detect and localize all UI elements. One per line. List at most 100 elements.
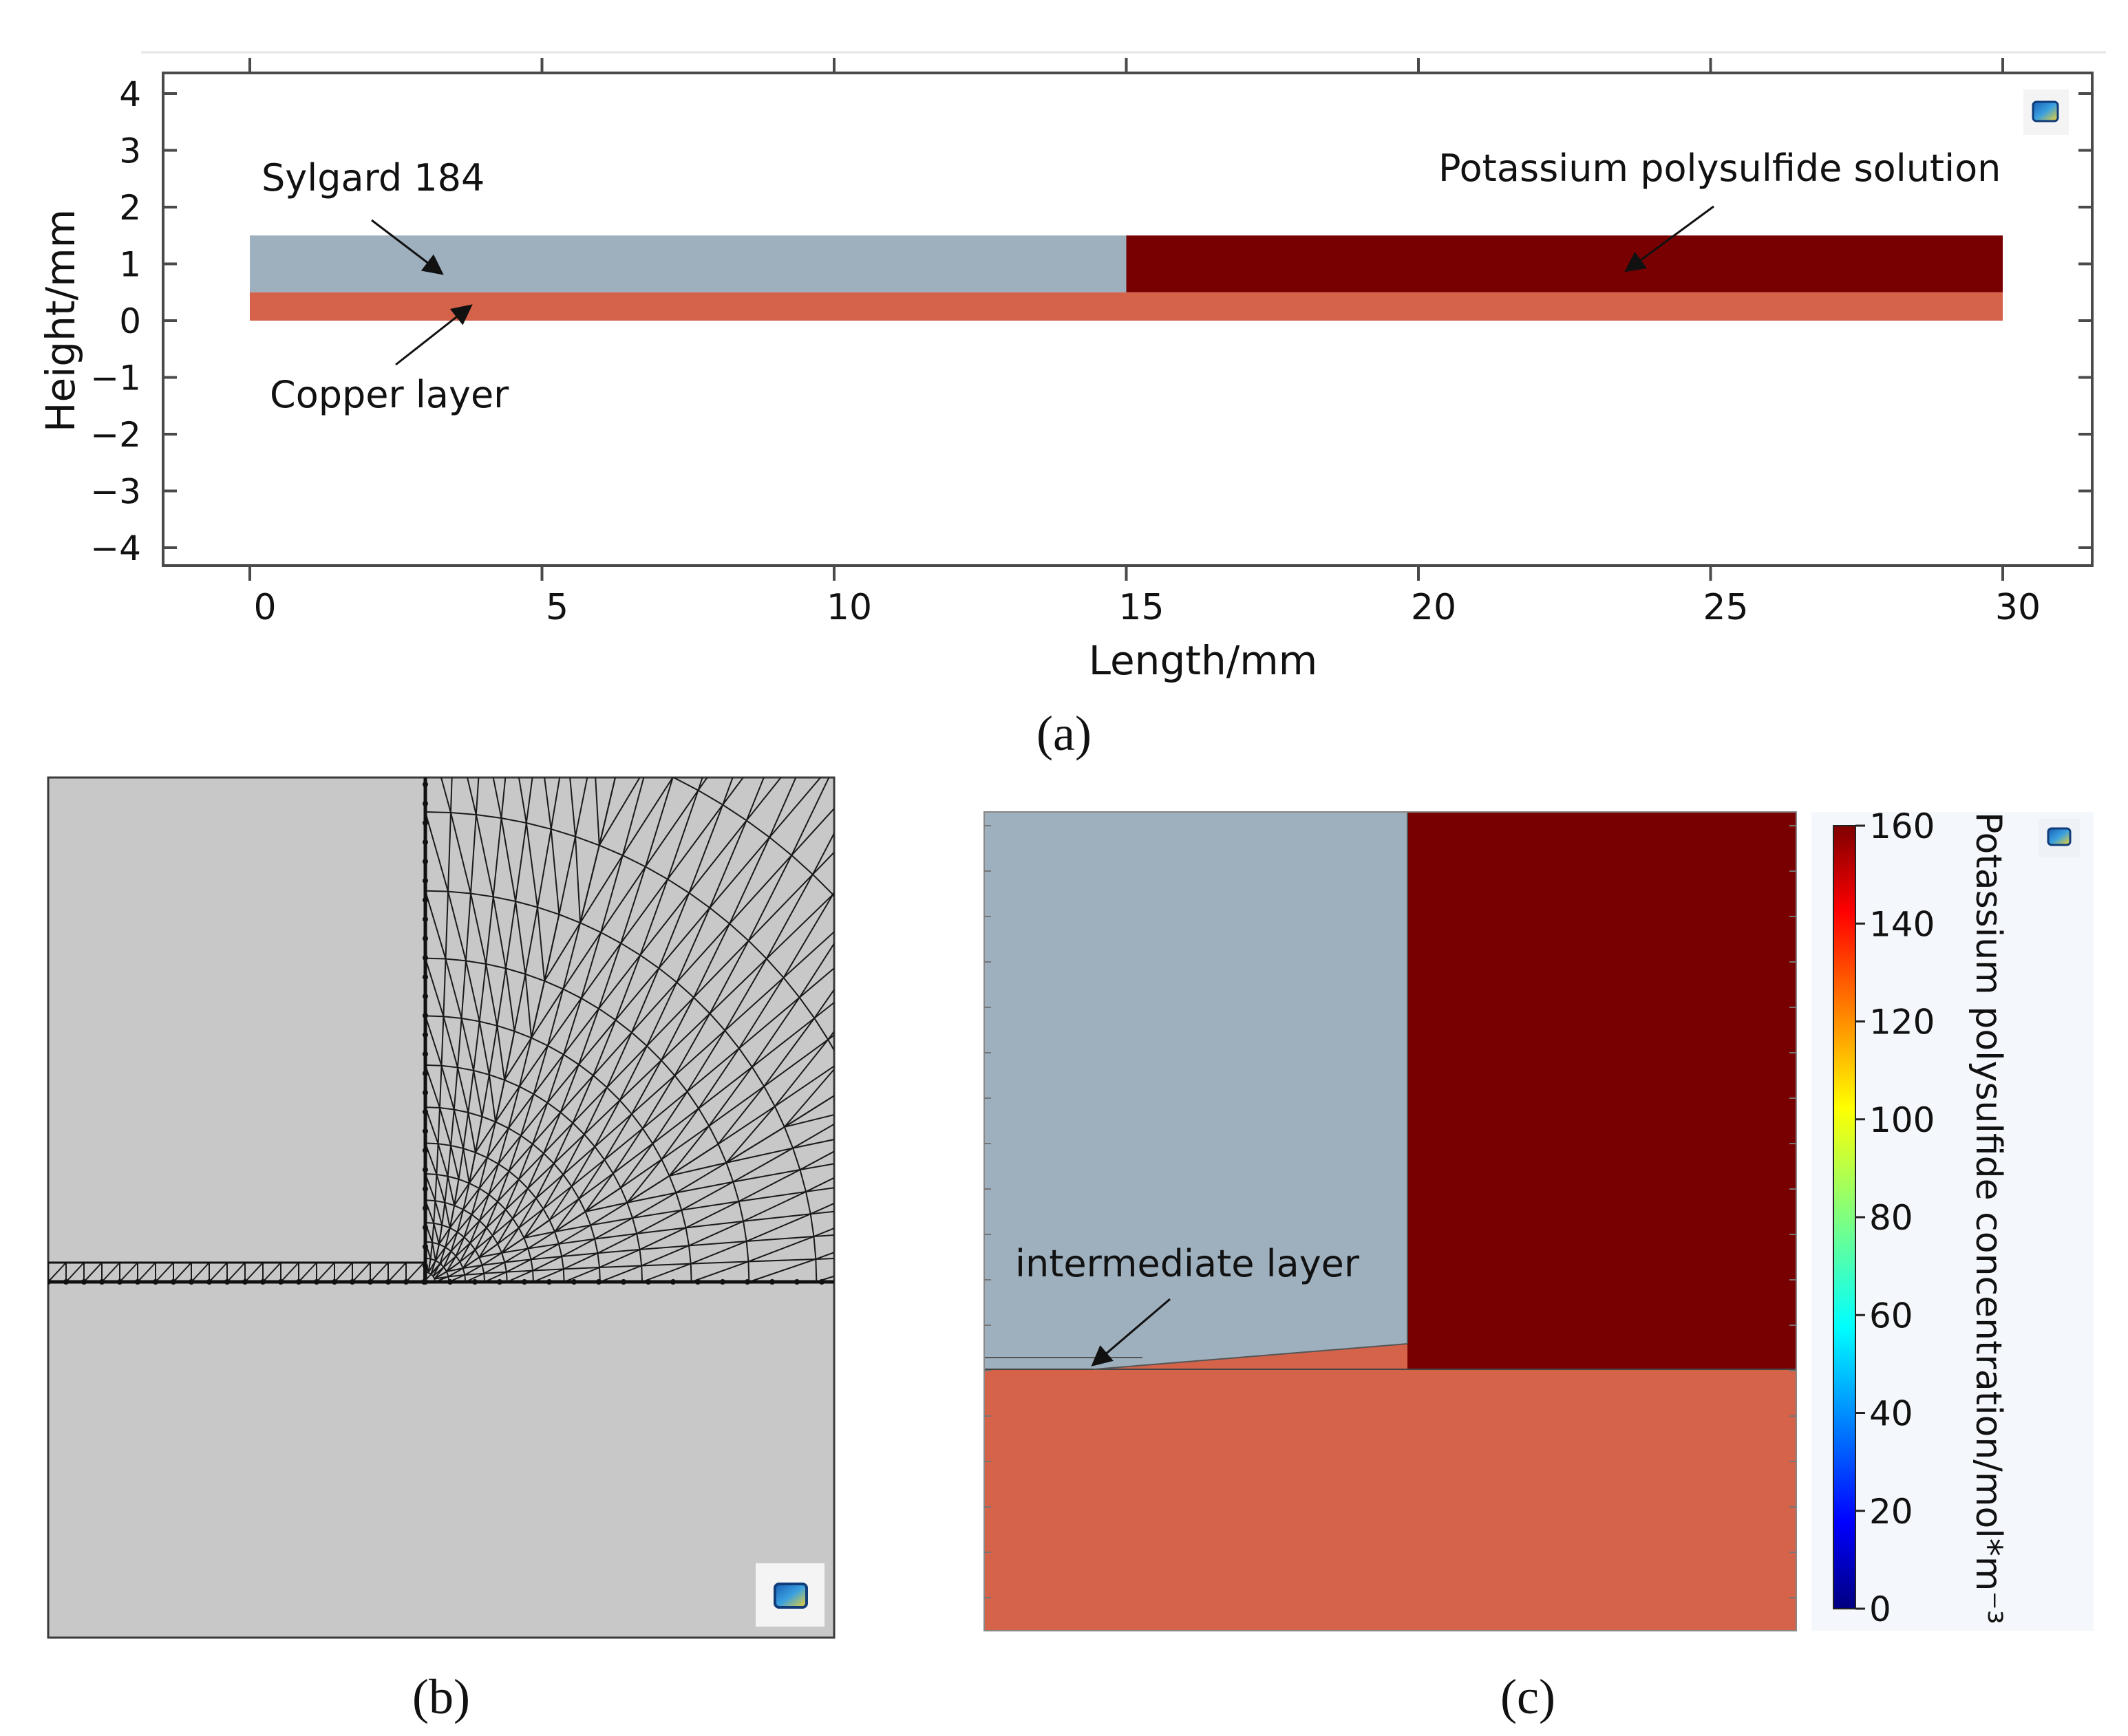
mesh-edge: [436, 1144, 439, 1175]
mesh-edge: [816, 1258, 834, 1260]
mesh-edge: [697, 778, 703, 791]
mesh-edge: [504, 1258, 531, 1263]
mesh-edge: [690, 1241, 747, 1265]
mesh-edge: [450, 1109, 455, 1146]
strip-edge: [244, 1262, 264, 1283]
mesh-edge: [454, 1179, 460, 1206]
mesh-edge: [722, 778, 745, 806]
mesh-edge: [455, 1242, 471, 1257]
mesh-edge: [462, 1188, 480, 1210]
mesh-edge: [1435, 652, 1585, 803]
mesh-edge: [523, 1208, 544, 1239]
mesh-edge: [449, 778, 453, 813]
mesh-edge: [599, 1265, 642, 1283]
mesh-edge: [871, 0, 873, 40]
mesh-edge: [508, 1135, 522, 1172]
mesh-edge: [733, 1169, 800, 1183]
mesh-edge: [580, 932, 602, 999]
mesh-edge: [463, 1220, 480, 1238]
mesh-edge: [578, 1172, 614, 1199]
mesh-edge: [661, 1108, 699, 1160]
mesh-edge: [471, 1194, 490, 1215]
mesh-edge: [902, 919, 989, 984]
mesh-edge: [572, 1075, 594, 1124]
mesh-edge: [542, 1186, 573, 1210]
mesh-edge: [488, 1025, 498, 1075]
mesh-edge: [437, 1107, 440, 1144]
x-tick-label: 25: [1703, 587, 1748, 628]
caption-c: (c): [1500, 1669, 1555, 1724]
mesh-edge: [439, 1247, 447, 1264]
mesh-edge: [496, 1025, 506, 1080]
mesh-edge: [732, 564, 771, 686]
mesh-edge: [524, 1231, 555, 1239]
mesh-edge: [641, 1263, 692, 1283]
mesh-edge: [537, 828, 552, 908]
mesh-edge: [950, 547, 1019, 682]
mesh-edge: [532, 1256, 562, 1272]
mesh-edge: [769, 778, 822, 838]
mesh-edge: [454, 1183, 470, 1206]
mesh-edge: [814, 617, 864, 736]
mesh-edge: [518, 1208, 544, 1229]
mesh-edge: [482, 1252, 502, 1266]
mesh-edge: [446, 1267, 463, 1273]
mesh-edge: [752, 997, 800, 1068]
mesh-edge: [532, 1112, 562, 1145]
mesh-edge: [893, 1225, 985, 1231]
mesh-edge: [738, 996, 800, 1049]
mesh-edge: [594, 639, 615, 745]
mesh-edge: [632, 1209, 682, 1219]
mesh-edge: [652, 1108, 699, 1144]
mesh-edge: [691, 1261, 749, 1283]
mesh-edge: [469, 814, 477, 894]
mesh-edge: [919, 0, 981, 58]
mesh-edge: [463, 1214, 473, 1238]
colorbar-panel: [1811, 812, 2094, 1631]
mesh-edge: [895, 1254, 987, 1282]
mesh-edge: [686, 1047, 740, 1093]
mesh-edge: [475, 778, 480, 815]
mesh-edge: [456, 1209, 465, 1232]
mesh-edge: [606, 1032, 632, 1088]
mesh-edge: [438, 1225, 443, 1245]
mesh-edge: [425, 1143, 438, 1175]
mesh-edge: [533, 1054, 564, 1095]
mesh-edge: [598, 954, 641, 1009]
mesh-edge: [435, 1246, 446, 1261]
mesh-edge: [578, 1019, 617, 1065]
mesh-edge: [799, 1150, 834, 1170]
mesh-edge: [704, 564, 772, 672]
mesh-edge: [501, 1227, 520, 1254]
region-sylgard-184: [250, 235, 1127, 292]
mesh-edge: [552, 624, 566, 738]
mesh-edge: [454, 612, 457, 720]
mesh-edge: [765, 874, 813, 959]
mesh-edge: [732, 1147, 794, 1183]
mesh-edge: [440, 1016, 445, 1066]
mesh-edge: [626, 1175, 670, 1203]
mesh-edge: [593, 1031, 632, 1076]
mesh-edge: [2100, 309, 2128, 536]
mesh-edge: [425, 958, 445, 1017]
mesh-edge: [450, 1145, 460, 1179]
y-ticks: 4 3 2 1 0 −1 −2 −3 −4: [90, 74, 2092, 568]
mesh-edge: [615, 967, 660, 1021]
mesh-edge: [595, 778, 600, 846]
mesh-edge: [434, 1244, 440, 1261]
mesh-edge: [511, 619, 521, 726]
mesh-edge: [531, 988, 564, 1038]
mesh-edge: [504, 1037, 532, 1081]
mesh-edge: [462, 1112, 469, 1149]
mesh-edge: [722, 778, 734, 805]
mesh-edge: [495, 1080, 506, 1122]
mesh-edge: [1744, 0, 1976, 8]
mesh-edge: [743, 1213, 811, 1222]
mesh-edge: [637, 1227, 686, 1234]
x-tick-label: 10: [827, 587, 872, 628]
mesh-edge: [575, 836, 582, 923]
mesh-edge: [862, 1060, 941, 1108]
mesh-edge: [645, 649, 648, 766]
mesh-edge: [535, 1163, 555, 1199]
